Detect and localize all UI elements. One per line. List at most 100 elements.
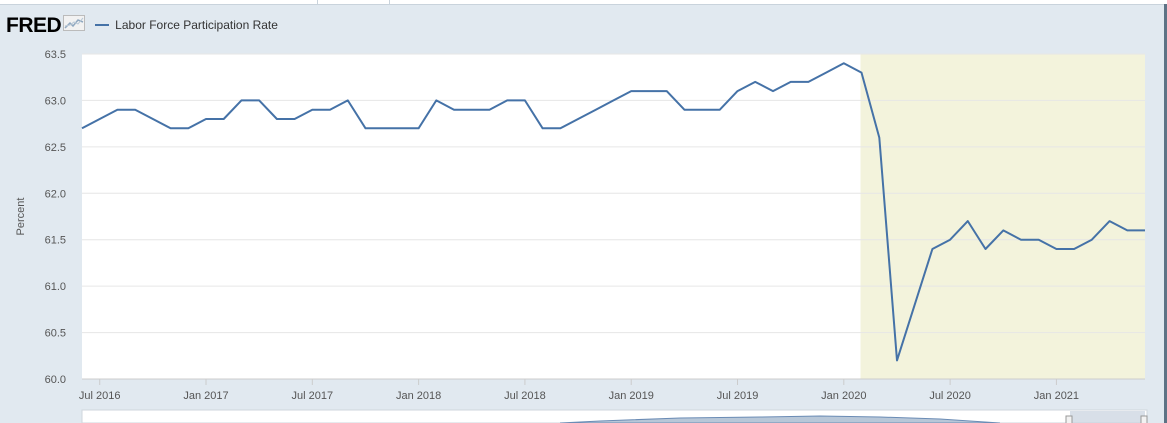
x-tick-label: Jul 2016 [79,390,121,402]
recession-shading [860,54,1145,379]
data-point [223,118,225,120]
legend-swatch [95,24,110,26]
data-point [1020,239,1022,241]
data-point [807,81,809,83]
chart-header: FRED Labor Force Participation Rate [6,12,278,38]
window-right-edge [1164,4,1167,423]
series-group [81,62,1146,362]
data-point [1144,229,1146,231]
data-point [736,90,738,92]
y-axis-label: Percent [15,198,27,236]
fred-logo: FRED [6,13,62,37]
navigator-left-handle[interactable] [1065,415,1073,423]
data-point [701,109,703,111]
navigator-right-handle[interactable] [1140,415,1148,423]
data-point [1055,248,1057,250]
x-tick-label: Jan 2017 [183,390,228,402]
data-point [577,118,579,120]
x-tick-label: Jan 2020 [821,390,866,402]
data-point [169,127,171,129]
data-point [329,109,331,111]
data-point [347,99,349,101]
x-tick-label: Jul 2017 [292,390,334,402]
y-axis-ticks: 60.0 60.5 61.0 61.5 62.0 62.5 63.0 63.5 [45,49,66,386]
x-tick-label: Jan 2021 [1034,390,1079,402]
data-point [772,90,774,92]
x-tick-label: Jan 2019 [609,390,654,402]
y-tick-label: 60.5 [45,328,66,340]
gridlines [82,53,1145,380]
data-point [205,118,207,120]
data-point [843,62,845,64]
y-tick-label: 61.0 [45,281,66,293]
x-axis-ticks: Jul 2016 Jan 2017 Jul 2017 Jan 2018 Jul 2018… [79,379,1079,402]
data-point [116,109,118,111]
legend[interactable]: Labor Force Participation Rate [95,18,278,32]
data-point [187,127,189,129]
data-point [878,136,880,138]
data-point [1002,229,1004,231]
y-tick-label: 63.5 [45,49,66,61]
data-point [860,71,862,73]
x-tick-label: Jul 2020 [929,390,971,402]
data-point [896,359,898,361]
data-point [1073,248,1075,250]
data-point [541,127,543,129]
data-point [311,109,313,111]
series-line [81,62,1145,362]
y-tick-label: 62.0 [45,188,66,200]
data-point [754,81,756,83]
data-point [1038,239,1040,241]
data-point [1108,220,1110,222]
data-point [648,90,650,92]
data-point [81,127,83,129]
data-point [506,99,508,101]
top-tab-strip [0,0,1167,5]
data-point [630,90,632,92]
data-point [382,127,384,129]
data-point [417,127,419,129]
data-point [914,304,916,306]
data-point [666,90,668,92]
data-point [258,99,260,101]
data-point [276,118,278,120]
data-point [612,99,614,101]
data-point [152,118,154,120]
data-point [400,127,402,129]
x-tick-label: Jul 2019 [717,390,759,402]
data-point [931,248,933,250]
data-point [364,127,366,129]
tab-separator [389,0,390,4]
range-navigator[interactable] [81,409,1148,423]
fred-chart-logo-icon [63,14,86,36]
data-point [683,109,685,111]
navigator-series [559,415,1001,423]
data-point [471,109,473,111]
y-tick-label: 63.0 [45,95,66,107]
data-point [825,71,827,73]
tab-separator [317,0,318,4]
data-point [453,109,455,111]
data-point [240,99,242,101]
data-point [559,127,561,129]
y-tick-label: 61.5 [45,235,66,247]
data-point [293,118,295,120]
data-point [790,81,792,83]
data-point [949,239,951,241]
data-point [435,99,437,101]
navigator-selection [1070,411,1145,423]
y-tick-label: 60.0 [45,374,66,386]
data-point [134,109,136,111]
y-tick-label: 62.5 [45,142,66,154]
data-point [99,118,101,120]
data-point [488,109,490,111]
x-tick-label: Jul 2018 [504,390,546,402]
data-point [595,109,597,111]
data-point [1091,239,1093,241]
data-point [967,220,969,222]
data-point [984,248,986,250]
x-tick-label: Jan 2018 [396,390,441,402]
legend-label: Labor Force Participation Rate [115,18,278,32]
data-point [1126,229,1128,231]
